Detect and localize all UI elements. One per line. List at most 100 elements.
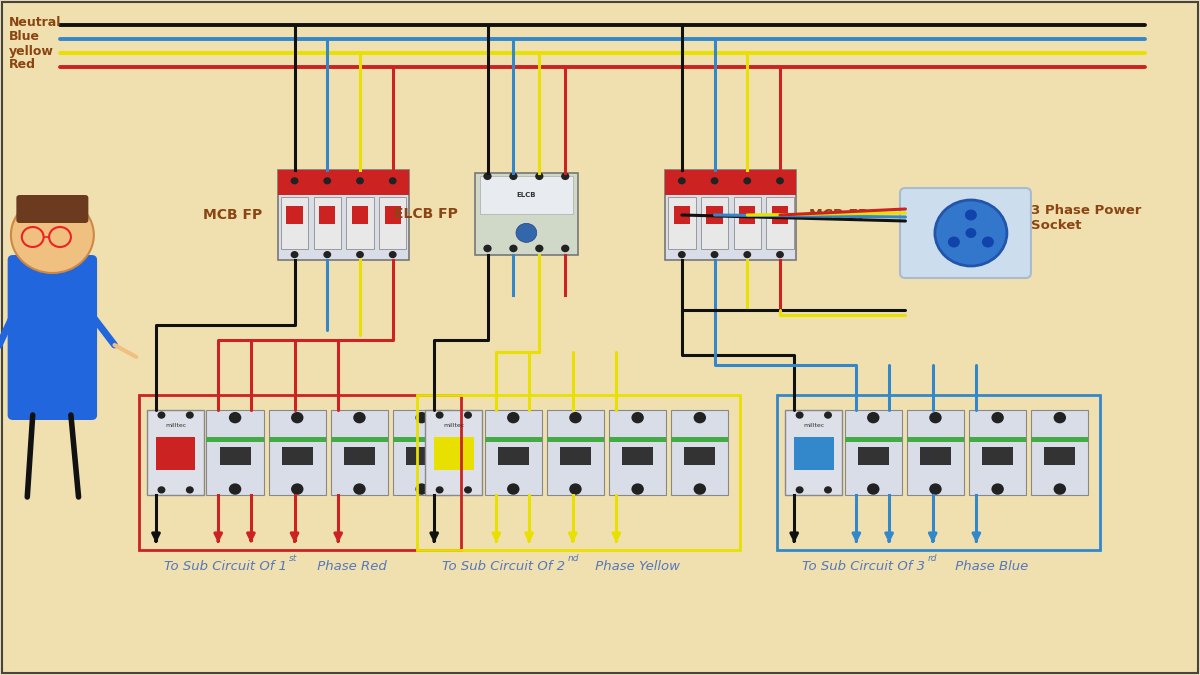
Bar (845, 410, 902, 495)
FancyBboxPatch shape (474, 173, 578, 255)
Circle shape (186, 486, 193, 493)
Bar (394, 437, 450, 442)
Circle shape (710, 251, 719, 259)
Bar (707, 206, 722, 224)
Bar (1031, 410, 1088, 495)
Circle shape (982, 236, 994, 248)
Circle shape (415, 483, 428, 495)
Circle shape (229, 483, 241, 495)
Bar (281, 197, 308, 249)
Circle shape (824, 486, 832, 493)
Bar (733, 197, 761, 249)
Bar (206, 410, 264, 495)
Circle shape (389, 178, 397, 184)
Bar (907, 437, 964, 442)
Circle shape (868, 412, 880, 423)
Circle shape (631, 412, 644, 423)
Text: Phase Yellow: Phase Yellow (592, 560, 680, 574)
Circle shape (516, 223, 536, 242)
Circle shape (157, 486, 166, 493)
Bar (671, 410, 728, 495)
Bar (982, 447, 1013, 465)
Circle shape (356, 251, 364, 259)
Bar (485, 437, 542, 442)
Bar (269, 437, 326, 442)
Bar (347, 197, 373, 249)
Circle shape (508, 412, 520, 423)
Circle shape (562, 244, 569, 252)
Bar (622, 447, 653, 465)
Text: ELCB: ELCB (517, 192, 536, 198)
Bar (666, 170, 797, 195)
Text: MCB FP: MCB FP (203, 208, 262, 222)
Circle shape (509, 244, 517, 252)
Circle shape (929, 412, 942, 423)
Circle shape (323, 251, 331, 259)
Bar (352, 206, 368, 224)
Bar (776, 395, 1099, 550)
Text: MCB FP: MCB FP (810, 208, 869, 222)
Circle shape (464, 486, 472, 493)
Bar (269, 410, 326, 495)
Bar (384, 206, 401, 224)
Text: milltec: milltec (443, 423, 464, 428)
Circle shape (678, 178, 685, 184)
Bar (547, 437, 604, 442)
Circle shape (1054, 412, 1066, 423)
Bar (406, 447, 437, 465)
Circle shape (776, 251, 784, 259)
Text: Phase Red: Phase Red (313, 560, 386, 574)
Circle shape (353, 412, 366, 423)
Circle shape (569, 483, 582, 495)
Bar (907, 410, 964, 495)
Circle shape (157, 412, 166, 418)
Bar (498, 447, 529, 465)
Bar (970, 437, 1026, 442)
FancyBboxPatch shape (17, 195, 89, 223)
Text: To Sub Circuit Of 1: To Sub Circuit Of 1 (164, 560, 287, 574)
Circle shape (509, 173, 517, 180)
Text: ELCB FP: ELCB FP (395, 207, 458, 221)
Bar (701, 197, 728, 249)
Circle shape (948, 236, 960, 248)
Circle shape (389, 251, 397, 259)
Bar (668, 197, 696, 249)
Bar (560, 447, 592, 465)
Bar (344, 447, 374, 465)
Bar (434, 437, 474, 470)
Circle shape (796, 412, 804, 418)
Bar (313, 197, 341, 249)
Bar (319, 206, 336, 224)
Circle shape (824, 412, 832, 418)
Bar (673, 206, 690, 224)
Bar (287, 206, 302, 224)
Bar (1031, 437, 1088, 442)
Bar (845, 437, 902, 442)
Bar (858, 447, 889, 465)
Text: nd: nd (568, 554, 578, 563)
Circle shape (935, 200, 1007, 266)
Bar (278, 170, 409, 195)
Circle shape (966, 228, 977, 238)
Circle shape (1054, 483, 1066, 495)
FancyBboxPatch shape (666, 170, 797, 260)
Text: Neutral: Neutral (8, 16, 61, 30)
Circle shape (484, 173, 492, 180)
Circle shape (229, 412, 241, 423)
Bar (767, 197, 793, 249)
Text: 3 Phase Power
Socket: 3 Phase Power Socket (1031, 204, 1141, 232)
Bar (547, 410, 604, 495)
Circle shape (535, 173, 544, 180)
Circle shape (464, 412, 472, 418)
Circle shape (292, 483, 304, 495)
FancyBboxPatch shape (900, 188, 1031, 278)
Circle shape (562, 173, 569, 180)
Bar (426, 410, 482, 495)
Bar (156, 437, 196, 470)
Circle shape (186, 412, 193, 418)
Text: st: st (289, 554, 298, 563)
Circle shape (694, 412, 706, 423)
FancyBboxPatch shape (7, 255, 97, 420)
Circle shape (743, 251, 751, 259)
Bar (920, 447, 952, 465)
